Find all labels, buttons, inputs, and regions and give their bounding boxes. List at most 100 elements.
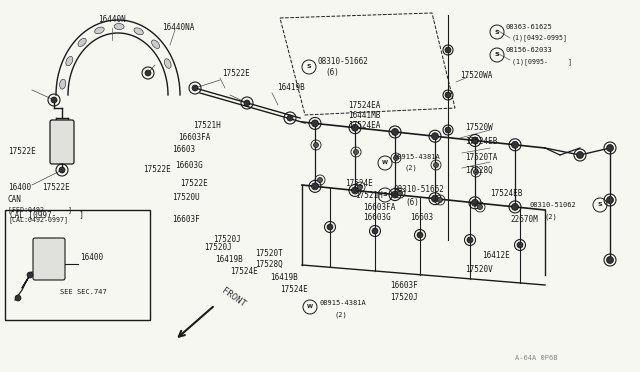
Circle shape (353, 150, 358, 154)
Ellipse shape (66, 57, 73, 66)
Text: 17520T: 17520T (255, 248, 283, 257)
Text: [CAL:0492-0997]: [CAL:0492-0997] (8, 217, 68, 223)
Text: S: S (495, 29, 499, 35)
Circle shape (607, 196, 614, 203)
Circle shape (431, 133, 438, 140)
Circle shape (358, 185, 362, 189)
Text: 16400: 16400 (8, 183, 31, 192)
Circle shape (438, 198, 442, 202)
Text: 16603F: 16603F (172, 215, 200, 224)
Circle shape (327, 224, 333, 230)
Circle shape (472, 137, 479, 144)
Circle shape (474, 170, 479, 174)
Bar (5, 210, 150, 320)
Circle shape (445, 127, 451, 133)
Circle shape (577, 151, 584, 158)
Text: A-64A 0P6B: A-64A 0P6B (515, 355, 557, 361)
Text: 16419B: 16419B (270, 273, 298, 282)
Circle shape (312, 183, 319, 190)
Circle shape (607, 144, 614, 151)
Text: (2): (2) (545, 214, 557, 220)
Text: 16412E: 16412E (482, 250, 509, 260)
Text: (1)[0492-0995]: (1)[0492-0995] (512, 35, 568, 41)
Text: 17520W: 17520W (465, 122, 493, 131)
Text: 16603: 16603 (410, 214, 433, 222)
Text: CAN: CAN (8, 196, 22, 205)
Text: 17528Q: 17528Q (255, 260, 283, 269)
Text: 16603F: 16603F (390, 280, 418, 289)
Circle shape (15, 295, 21, 301)
Circle shape (314, 142, 319, 148)
Text: 16441MB: 16441MB (348, 110, 380, 119)
Text: 17522E: 17522E (143, 166, 171, 174)
Circle shape (351, 124, 358, 131)
Text: 17521H: 17521H (355, 190, 383, 199)
Circle shape (433, 163, 438, 167)
Text: 17520J: 17520J (204, 244, 232, 253)
Circle shape (392, 128, 399, 135)
Circle shape (317, 177, 323, 183)
Text: 08310-51662: 08310-51662 (318, 58, 369, 67)
Text: S: S (383, 192, 387, 198)
Text: 17522E: 17522E (222, 68, 250, 77)
Ellipse shape (134, 28, 143, 35)
Text: 16419B: 16419B (277, 83, 305, 93)
Text: 17524EA: 17524EA (348, 122, 380, 131)
Text: 16603: 16603 (172, 145, 195, 154)
Text: W: W (382, 160, 388, 166)
Text: 17520WA: 17520WA (460, 71, 492, 80)
Text: CAL [0997-     ]: CAL [0997- ] (10, 211, 84, 219)
Text: 17520TA: 17520TA (465, 154, 497, 163)
Text: 16400: 16400 (80, 253, 103, 263)
Ellipse shape (152, 40, 159, 48)
Circle shape (472, 199, 479, 206)
Circle shape (312, 120, 319, 127)
Text: 22670M: 22670M (510, 215, 538, 224)
Circle shape (287, 115, 293, 121)
Text: 17524E: 17524E (230, 267, 258, 276)
Text: 17524EB: 17524EB (465, 138, 497, 147)
FancyBboxPatch shape (50, 120, 74, 164)
Text: 17520V: 17520V (465, 266, 493, 275)
Circle shape (244, 100, 250, 106)
Circle shape (445, 92, 451, 98)
Text: 08310-51662: 08310-51662 (394, 186, 445, 195)
Text: 08310-51062: 08310-51062 (530, 202, 577, 208)
Circle shape (431, 195, 438, 202)
Circle shape (51, 97, 57, 103)
Text: 17524E: 17524E (345, 179, 372, 187)
Ellipse shape (60, 79, 66, 89)
Text: S: S (307, 64, 311, 70)
Circle shape (392, 191, 399, 198)
Ellipse shape (164, 59, 171, 68)
Circle shape (467, 237, 473, 243)
Text: (2): (2) (335, 312, 348, 318)
Text: 17528Q: 17528Q (465, 166, 493, 174)
Text: 16603FA: 16603FA (363, 202, 396, 212)
Text: 17524EB: 17524EB (490, 189, 522, 198)
Text: (1)[0995-     ]: (1)[0995- ] (512, 59, 572, 65)
Text: 17520J: 17520J (213, 235, 241, 244)
Text: 17522E: 17522E (180, 179, 208, 187)
Text: 16440NA: 16440NA (162, 22, 195, 32)
FancyBboxPatch shape (33, 238, 65, 280)
Circle shape (397, 190, 403, 196)
Circle shape (27, 272, 33, 278)
Circle shape (511, 141, 518, 148)
Text: 16603G: 16603G (363, 214, 391, 222)
Circle shape (417, 232, 423, 238)
Text: 17521H: 17521H (193, 121, 221, 129)
Text: 08915-4381A: 08915-4381A (320, 300, 367, 306)
Text: 17522E: 17522E (8, 148, 36, 157)
Text: 17522E: 17522E (42, 183, 70, 192)
Ellipse shape (78, 38, 86, 46)
Text: (2): (2) (405, 165, 418, 171)
Circle shape (372, 228, 378, 234)
Circle shape (445, 47, 451, 53)
Circle shape (351, 187, 358, 194)
Text: W: W (307, 305, 313, 310)
Text: 16419B: 16419B (215, 256, 243, 264)
Circle shape (192, 85, 198, 91)
Text: 17520J: 17520J (390, 294, 418, 302)
Circle shape (511, 203, 518, 211)
